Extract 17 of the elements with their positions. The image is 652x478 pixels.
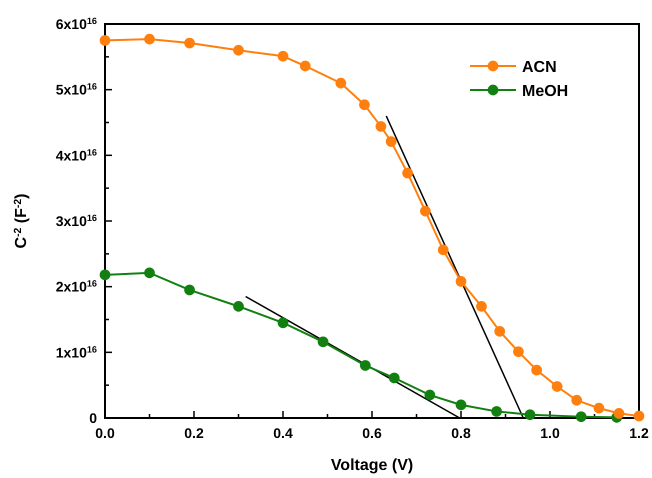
y-tick-label: 0 <box>89 410 98 426</box>
x-tick-label: 1.2 <box>629 425 649 441</box>
y-tick-label: 6x10$^{16}$ <box>56 16 97 32</box>
y-tick-label: 1x10$^{16}$ <box>56 344 97 360</box>
legend-label: MeOH <box>522 83 568 100</box>
y-tick-label: 3x10$^{16}$ <box>56 213 97 229</box>
x-tick-label: 1.0 <box>540 425 560 441</box>
x-tick-label: 0.2 <box>184 425 204 441</box>
x-tick-label: 0.0 <box>95 425 115 441</box>
legend-label: ACN <box>522 59 557 76</box>
x-axis-title: Voltage (V) <box>330 457 414 474</box>
y-tick-label: 5x10$^{16}$ <box>56 82 97 98</box>
x-tick-label: 0.6 <box>362 425 382 441</box>
x-tick-label: 0.8 <box>451 425 471 441</box>
y-tick-label: 2x10$^{16}$ <box>56 278 97 295</box>
y-tick-label: 4x10$^{16}$ <box>56 147 97 164</box>
x-tick-label: 0.4 <box>273 425 293 441</box>
